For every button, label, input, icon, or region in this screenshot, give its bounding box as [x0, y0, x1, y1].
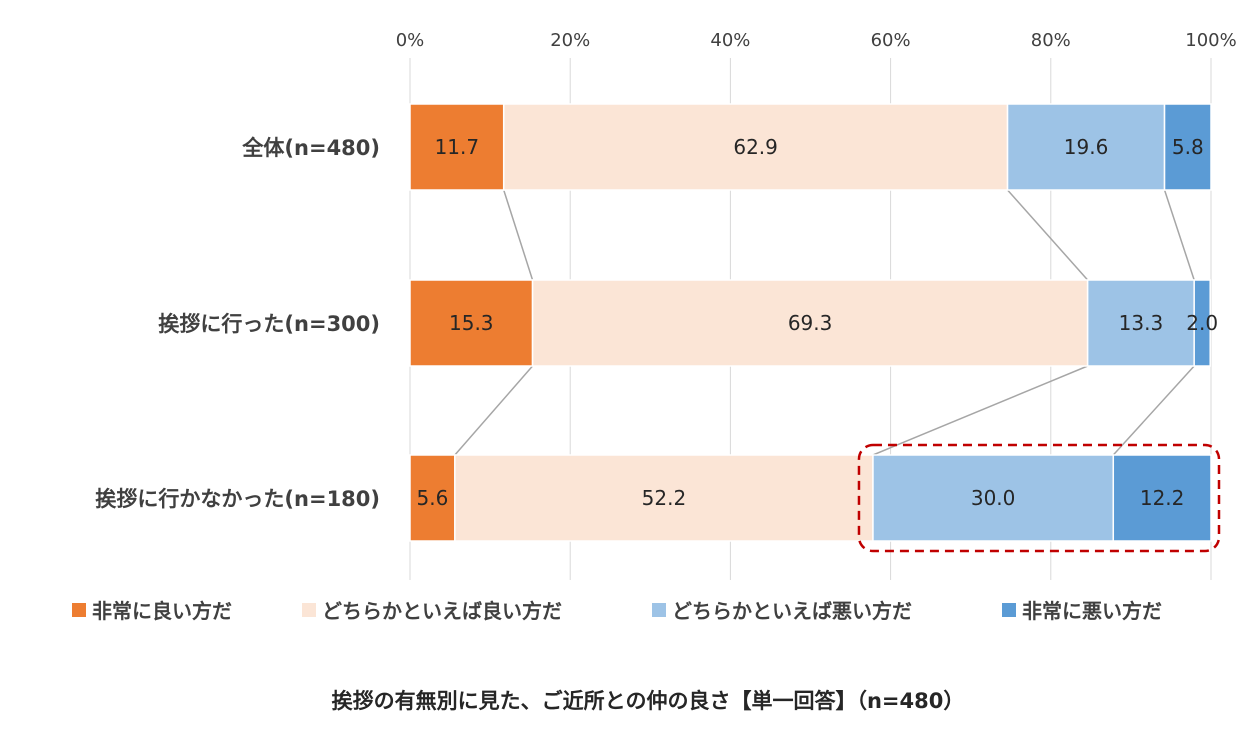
legend-swatch	[652, 603, 666, 617]
connector-line	[1006, 189, 1089, 281]
data-label: 5.8	[1172, 135, 1204, 159]
x-tick-label: 80%	[1031, 30, 1071, 51]
connector-line	[454, 365, 534, 456]
x-tick-label: 40%	[710, 30, 750, 51]
bar-segment	[1086, 279, 1195, 367]
legend-label: どちらかといえば悪い方だ	[672, 599, 912, 623]
data-label: 69.3	[788, 311, 833, 335]
x-tick-label: 0%	[396, 30, 425, 51]
chart-caption: 挨拶の有無別に見た、ご近所との仲の良さ【単一回答】（n=480）	[332, 689, 965, 713]
data-label: 30.0	[971, 486, 1016, 510]
legend: 非常に良い方だ どちらかといえば良い方だ どちらかといえば悪い方だ 非常に悪い方だ	[72, 599, 1162, 623]
bar-segment	[502, 103, 1009, 191]
bars: 11.7 62.9 19.6 5.8 15.3 69.3 13.3 2.0 5.6 52.2 30.…	[409, 103, 1218, 542]
bar-segment	[409, 454, 456, 542]
data-label: 19.6	[1064, 135, 1109, 159]
data-label: 13.3	[1119, 311, 1164, 335]
category-labels: 全体(n=480) 挨拶に行った(n=300) 挨拶に行かなかった(n=180)	[95, 136, 380, 511]
category-label: 挨拶に行った(n=300)	[158, 312, 380, 336]
connector-line	[872, 365, 1088, 456]
x-axis-ticks: 0% 20% 40% 60% 80% 100%	[396, 30, 1237, 51]
legend-swatch	[302, 603, 316, 617]
bar-segment	[1006, 103, 1166, 191]
bar-segment	[454, 454, 874, 542]
legend-label: 非常に悪い方だ	[1022, 599, 1162, 623]
series-connector-lines	[454, 189, 1195, 456]
x-tick-label: 100%	[1185, 30, 1236, 51]
data-label: 52.2	[642, 486, 687, 510]
x-tick-label: 20%	[550, 30, 590, 51]
bar-segment	[409, 279, 534, 367]
data-label: 5.6	[417, 486, 449, 510]
bar-segment	[409, 103, 505, 191]
bar-segment	[531, 279, 1089, 367]
bar-segment	[1163, 103, 1212, 191]
legend-label: どちらかといえば良い方だ	[322, 599, 562, 623]
connector-line	[1112, 365, 1195, 456]
data-label: 2.0	[1186, 311, 1218, 335]
category-label: 挨拶に行かなかった(n=180)	[95, 487, 380, 511]
data-label: 15.3	[449, 311, 494, 335]
connector-line	[1163, 189, 1195, 281]
category-label: 全体(n=480)	[241, 136, 380, 160]
data-label: 11.7	[435, 135, 480, 159]
bar-segment	[1112, 454, 1212, 542]
legend-label: 非常に良い方だ	[92, 599, 232, 623]
bar-segment	[1193, 279, 1211, 367]
legend-swatch	[72, 603, 86, 617]
data-label: 62.9	[733, 135, 778, 159]
x-tick-label: 60%	[871, 30, 911, 51]
legend-swatch	[1002, 603, 1016, 617]
highlight-box	[857, 443, 1221, 553]
connector-line	[503, 189, 534, 281]
data-label: 12.2	[1140, 486, 1185, 510]
highlight-dashed-box	[857, 443, 1221, 553]
bar-segment	[872, 454, 1115, 542]
